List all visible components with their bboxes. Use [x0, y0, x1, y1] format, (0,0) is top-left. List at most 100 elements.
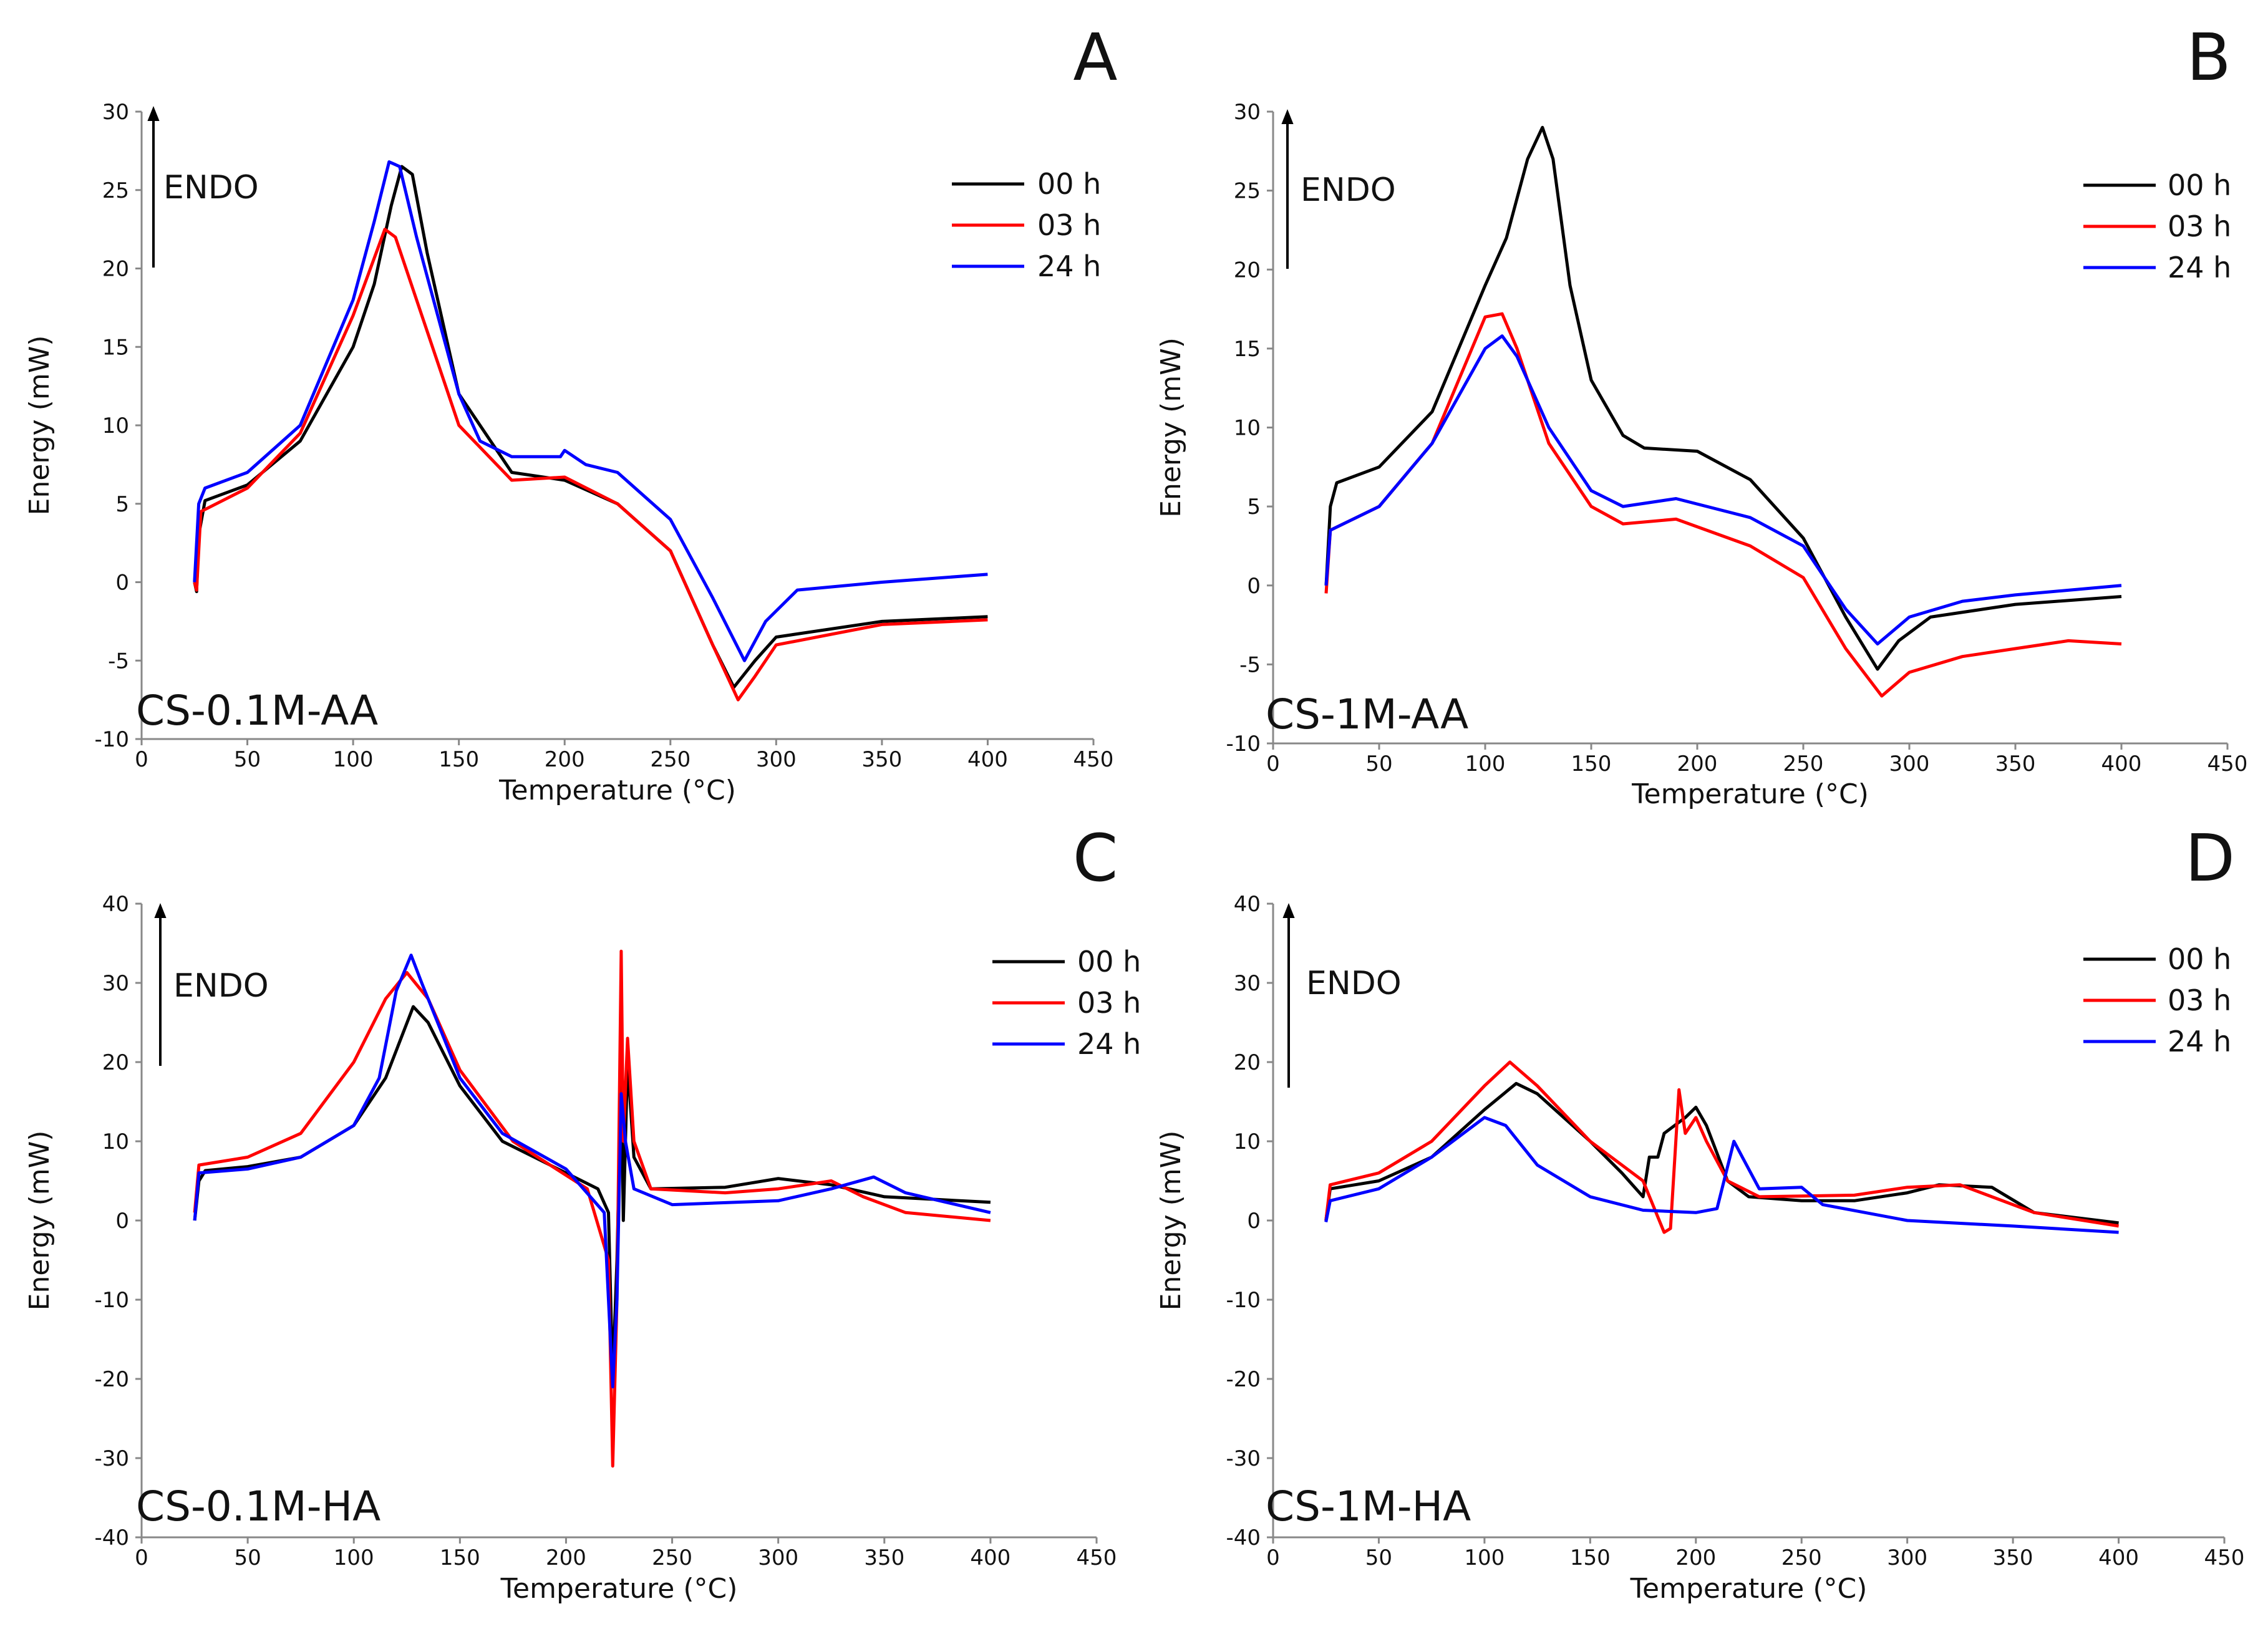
y-tick-label: 20 [102, 1050, 129, 1075]
x-tick-label: 200 [546, 1545, 586, 1570]
legend-label: 24 h [1037, 249, 1101, 283]
legend-label: 24 h [1077, 1027, 1141, 1061]
y-tick-label: 25 [102, 178, 129, 203]
series-line-03h [1324, 1060, 2119, 1234]
endo-label: ENDO [1301, 172, 1396, 209]
y-tick-label: 0 [1247, 1209, 1261, 1234]
y-axis-title: Energy (mW) [24, 336, 56, 516]
series-line-03h [1324, 312, 2122, 698]
y-tick-label: -20 [1226, 1367, 1261, 1392]
series-line-03h [193, 228, 988, 702]
x-tick-label: 350 [861, 747, 902, 772]
y-tick-label: -40 [1226, 1525, 1261, 1550]
y-tick-label: 30 [102, 100, 129, 125]
x-tick-label: 250 [1781, 1545, 1822, 1570]
x-tick-label: 100 [1464, 1545, 1505, 1570]
legend-label: 00 h [1037, 167, 1101, 201]
y-tick-label: 20 [1234, 258, 1261, 283]
legend-label: 03 h [1077, 986, 1141, 1020]
legend-label: 24 h [2168, 1025, 2231, 1058]
panel-C: 0 50 100 150 200 250 300 350 400 450-40-30-20-100… [24, 820, 1141, 1605]
y-tick-label: 30 [102, 971, 129, 996]
legend-label: 00 h [1077, 945, 1141, 979]
x-tick-label: 450 [2204, 1545, 2245, 1570]
x-tick-label: 50 [1365, 1545, 1392, 1570]
y-tick-label: 0 [1247, 574, 1261, 599]
y-tick-label: -20 [94, 1367, 129, 1392]
series-line-03h [193, 949, 991, 1468]
y-tick-label: -5 [1239, 652, 1261, 677]
y-tick-label: -40 [94, 1525, 129, 1550]
x-tick-label: 250 [650, 747, 691, 772]
x-tick-label: 50 [234, 1545, 261, 1570]
x-tick-label: 50 [234, 747, 261, 772]
x-tick-label: 350 [1993, 1545, 2033, 1570]
x-tick-label: 450 [2207, 752, 2248, 776]
x-tick-label: 150 [1570, 1545, 1611, 1570]
x-tick-label: 150 [440, 1545, 480, 1570]
y-tick-label: 25 [1234, 179, 1261, 204]
x-tick-label: 150 [439, 747, 479, 772]
x-tick-label: 300 [1887, 1545, 1927, 1570]
y-tick-label: -10 [94, 1288, 129, 1313]
x-tick-label: 200 [1675, 1545, 1716, 1570]
x-tick-label: 450 [1073, 747, 1114, 772]
y-tick-label: 10 [1234, 1129, 1261, 1154]
y-tick-label: 40 [1234, 892, 1261, 917]
y-tick-label: 20 [102, 257, 129, 282]
legend-label: 00 h [2168, 942, 2231, 976]
y-tick-label: -10 [94, 727, 129, 752]
endo-label: ENDO [1306, 965, 1402, 1002]
x-axis-title: Temperature (°C) [1631, 778, 1869, 810]
x-tick-label: 400 [967, 747, 1008, 772]
y-tick-label: 30 [1234, 100, 1261, 125]
y-tick-label: 10 [1234, 416, 1261, 441]
y-axis-title: Energy (mW) [24, 1131, 56, 1311]
panel-letter: B [2186, 19, 2231, 95]
sample-label: CS-1M-AA [1266, 690, 1468, 738]
panel-letter: D [2185, 820, 2235, 896]
y-tick-label: -5 [108, 649, 129, 674]
y-tick-label: -10 [1226, 732, 1261, 756]
series-line-24h [1324, 334, 2122, 645]
x-tick-label: 300 [756, 747, 797, 772]
sample-label: CS-0.1M-AA [136, 687, 378, 735]
x-tick-label: 100 [1465, 752, 1506, 776]
x-tick-label: 400 [2101, 752, 2142, 776]
y-tick-label: -10 [1226, 1288, 1261, 1313]
series-line-00h [1324, 1081, 2119, 1225]
x-tick-label: 350 [864, 1545, 904, 1570]
x-tick-label: 350 [1995, 752, 2036, 776]
x-tick-label: 0 [1266, 1545, 1280, 1570]
y-tick-label: -30 [94, 1446, 129, 1471]
endo-label: ENDO [173, 967, 269, 1005]
x-tick-label: 200 [545, 747, 585, 772]
x-tick-label: 200 [1677, 752, 1718, 776]
y-axis-title: Energy (mW) [1155, 1131, 1187, 1311]
legend-label: 03 h [2168, 210, 2231, 243]
panel-D: 0 50 100 150 200 250 300 350 400 450-40-30-20-100… [1155, 820, 2244, 1605]
series-line-24h [193, 160, 988, 662]
x-tick-label: 450 [1077, 1545, 1117, 1570]
series-line-00h [193, 1005, 991, 1381]
legend-label: 03 h [2168, 984, 2231, 1017]
panel-B: 0 50 100 150 200 250 300 350 400 450 -10 -5 0 5 10 15 20… [1155, 19, 2247, 810]
x-tick-label: 100 [334, 1545, 374, 1570]
y-tick-label: 30 [1234, 971, 1261, 996]
x-tick-label: 0 [135, 747, 148, 772]
y-tick-label: -30 [1226, 1446, 1261, 1471]
x-axis-title: Temperature (°C) [498, 775, 736, 806]
y-tick-label: 20 [1234, 1050, 1261, 1075]
series-line-24h [1324, 1116, 2119, 1234]
x-tick-label: 0 [135, 1545, 148, 1570]
panel-A: 0 50 100 150 200 250 300 350 400 450 -10 -5 0 5 10 15 20… [24, 19, 1118, 806]
endo-label: ENDO [163, 169, 259, 206]
series-line-00h [1324, 125, 2122, 671]
y-tick-label: 15 [102, 335, 129, 360]
x-tick-label: 400 [970, 1545, 1010, 1570]
x-tick-label: 150 [1571, 752, 1612, 776]
x-tick-label: 250 [1783, 752, 1824, 776]
sample-label: CS-1M-HA [1266, 1482, 1471, 1530]
x-tick-label: 50 [1365, 752, 1392, 776]
